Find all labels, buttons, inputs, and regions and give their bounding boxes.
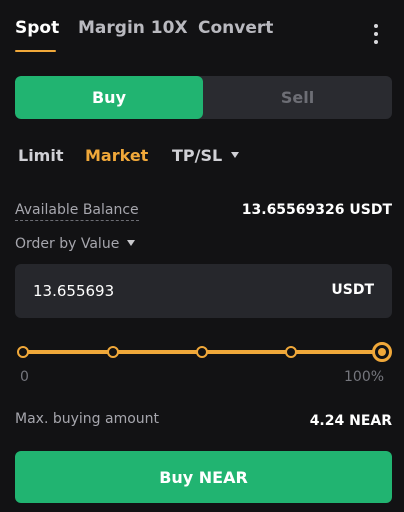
order-type-limit[interactable]: Limit <box>18 146 64 165</box>
percentage-slider[interactable] <box>15 340 392 364</box>
max-buying-amount-label: Max. buying amount <box>15 411 160 427</box>
sell-side-button[interactable]: Sell <box>280 88 315 107</box>
amount-input-value[interactable]: 13.655693 <box>33 282 115 300</box>
order-by-dropdown[interactable]: Order by Value <box>15 236 136 252</box>
order-type-tpsl[interactable]: TP/SL <box>172 146 240 165</box>
tab-margin[interactable]: Margin 10X <box>78 18 188 38</box>
slider-stop-0[interactable] <box>17 346 29 358</box>
order-by-label: Order by Value <box>15 236 120 252</box>
caret-down-icon <box>231 152 240 158</box>
slider-stop-50[interactable] <box>196 346 208 358</box>
slider-thumb[interactable] <box>372 342 392 362</box>
caret-down-icon <box>127 239 136 246</box>
tab-spot[interactable]: Spot <box>15 18 60 38</box>
slider-min-label: 0 <box>20 369 29 385</box>
buy-side-button[interactable]: Buy <box>15 76 203 119</box>
available-balance-label[interactable]: Available Balance <box>15 202 139 221</box>
max-buying-amount-value: 4.24 NEAR <box>309 413 392 429</box>
order-type-tpsl-label: TP/SL <box>172 146 223 165</box>
amount-input-unit: USDT <box>331 282 374 298</box>
active-tab-indicator <box>15 50 56 52</box>
order-type-market[interactable]: Market <box>85 146 149 165</box>
slider-stop-25[interactable] <box>107 346 119 358</box>
side-toggle: Buy Sell <box>15 76 392 119</box>
slider-max-label: 100% <box>344 369 385 385</box>
tab-convert[interactable]: Convert <box>198 18 274 38</box>
slider-stop-75[interactable] <box>285 346 297 358</box>
buy-near-button[interactable]: Buy NEAR <box>15 451 392 503</box>
amount-input[interactable]: 13.655693 USDT <box>15 264 392 318</box>
more-vertical-icon[interactable] <box>372 24 380 48</box>
available-balance-value: 13.65569326 USDT <box>241 202 392 218</box>
